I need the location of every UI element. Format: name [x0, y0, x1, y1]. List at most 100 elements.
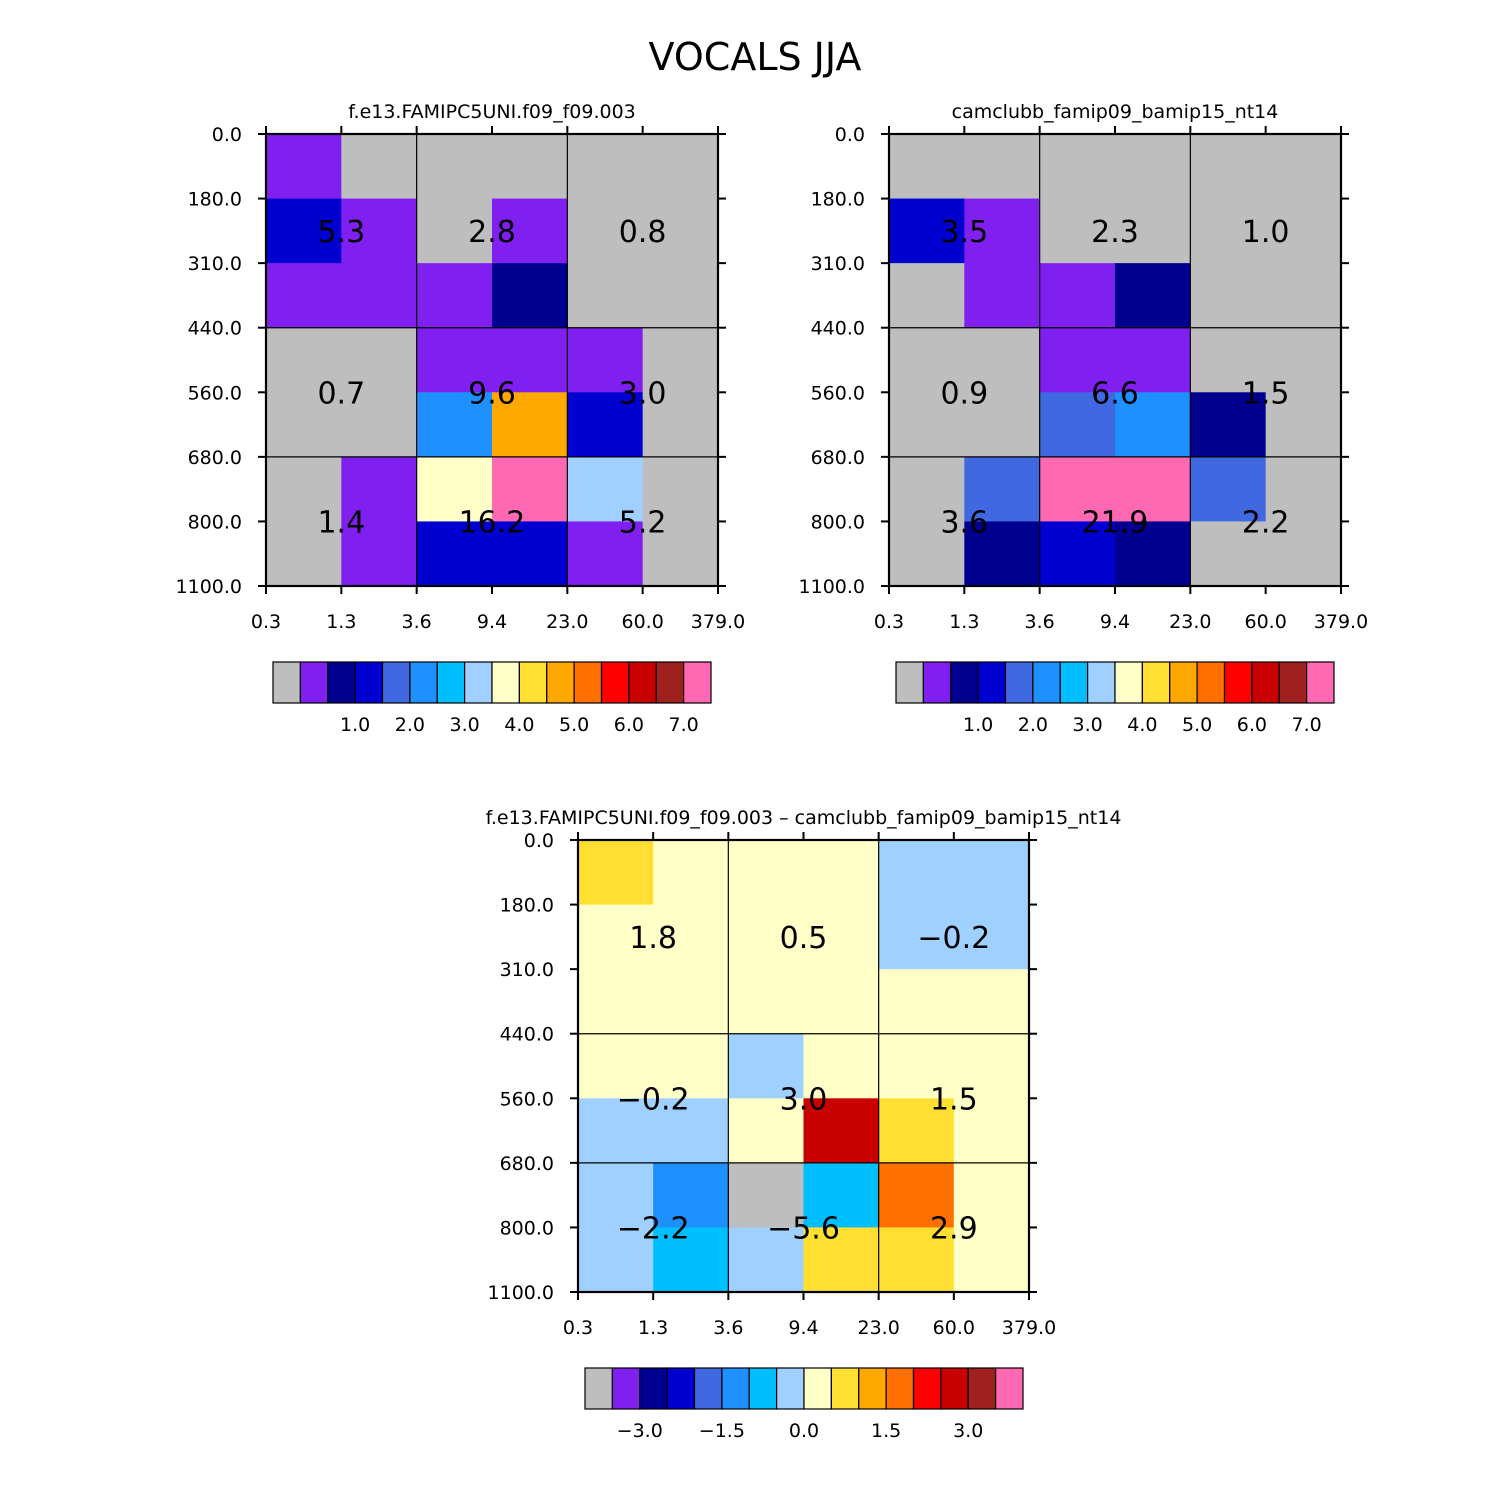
- colorbar-swatch: [628, 661, 657, 704]
- heatmap-cell: [889, 392, 965, 458]
- group-total-label: 1.0: [1242, 215, 1290, 250]
- y-tick-label: 440.0: [500, 1024, 554, 1046]
- colorbar-label: 2.0: [395, 714, 425, 736]
- heatmap-cell: [653, 904, 729, 970]
- x-tick-label: 379.0: [1314, 611, 1368, 633]
- y-tick-label: 800.0: [811, 511, 865, 533]
- heatmap-cell: [567, 521, 644, 587]
- heatmap-cell: [492, 392, 568, 458]
- colorbar-swatch: [776, 1367, 805, 1410]
- heatmap-cell: [1190, 134, 1267, 200]
- group-total-label: 0.5: [780, 921, 828, 956]
- heatmap-cell: [578, 1033, 654, 1099]
- heatmap-cell: [642, 263, 719, 329]
- group-total-label: 2.9: [930, 1211, 978, 1246]
- colorbar-swatch: [721, 1367, 750, 1410]
- x-tick-label: 23.0: [858, 1317, 900, 1339]
- heatmap-cell: [964, 263, 1041, 329]
- y-tick-label: 0.0: [835, 124, 865, 146]
- heatmap-cell: [266, 327, 342, 393]
- group-total-label: 2.2: [1242, 505, 1290, 540]
- heatmap-cell: [964, 327, 1041, 393]
- colorbar-swatch: [1004, 661, 1034, 704]
- group-total-label: 3.6: [940, 505, 988, 540]
- heatmap-cell: [578, 1162, 654, 1229]
- heatmap-cell: [653, 1162, 729, 1229]
- colorbar-swatch: [655, 661, 685, 704]
- heatmap-cell: [567, 327, 644, 393]
- colorbar-swatch: [491, 661, 520, 704]
- colorbar-swatch: [1251, 661, 1280, 704]
- y-tick-label: 800.0: [500, 1217, 554, 1239]
- heatmap-cell: [803, 969, 880, 1035]
- heatmap-cell: [416, 521, 493, 587]
- heatmap-cell: [803, 1162, 880, 1229]
- y-tick-label: 1100.0: [799, 576, 865, 598]
- heatmap-cell: [567, 198, 644, 264]
- colorbar-swatch: [1087, 661, 1116, 704]
- heatmap-cell: [642, 521, 719, 587]
- y-tick-label: 0.0: [524, 830, 554, 852]
- x-tick-label: 1.3: [949, 611, 979, 633]
- heatmap-cell: [567, 134, 644, 200]
- heatmap-cell: [1190, 392, 1267, 458]
- x-tick-label: 0.3: [251, 611, 281, 633]
- panel-title: f.e13.FAMIPC5UNI.f09_f09.003: [348, 101, 636, 123]
- colorbar-swatch: [600, 661, 630, 704]
- heatmap-cell: [341, 392, 418, 458]
- heatmap-cell: [1190, 327, 1267, 393]
- colorbar-swatch: [1278, 661, 1308, 704]
- heatmap-cell: [1039, 198, 1116, 264]
- heatmap-cell: [1190, 263, 1267, 329]
- heatmap-cell: [653, 1098, 729, 1164]
- group-total-label: −2.2: [617, 1211, 690, 1246]
- colorbar-swatch: [436, 661, 466, 704]
- x-tick-label: 0.3: [874, 611, 904, 633]
- heatmap-cell: [567, 456, 644, 523]
- heatmap-cell: [964, 134, 1041, 200]
- group-total-label: 5.3: [317, 215, 365, 250]
- colorbar-label: 2.0: [1018, 714, 1048, 736]
- heatmap-cell: [878, 904, 955, 970]
- colorbar-swatch: [995, 1367, 1024, 1410]
- heatmap-cell: [341, 327, 418, 393]
- colorbar-label: 6.0: [1237, 714, 1267, 736]
- heatmap-cell: [266, 456, 342, 523]
- x-tick-label: 3.6: [402, 611, 432, 633]
- heatmap-cell: [728, 1033, 805, 1099]
- heatmap-cell: [1265, 263, 1342, 329]
- heatmap-cell: [1265, 521, 1342, 587]
- colorbar-swatch: [573, 661, 603, 704]
- x-tick-label: 23.0: [546, 611, 588, 633]
- heatmap-cell: [416, 134, 493, 200]
- y-tick-label: 680.0: [188, 447, 242, 469]
- heatmap-cell: [803, 904, 880, 970]
- group-total-label: 21.9: [1082, 505, 1149, 540]
- heatmap-cell: [953, 969, 1030, 1035]
- heatmap-cell: [492, 198, 568, 264]
- heatmap-cell: [878, 969, 955, 1035]
- colorbar-swatch: [327, 661, 356, 704]
- colorbar-label: 5.0: [559, 714, 589, 736]
- colorbar-label: 4.0: [1127, 714, 1157, 736]
- colorbar-swatch: [546, 661, 575, 704]
- heatmap-cell: [803, 1227, 880, 1293]
- group-total-label: −0.2: [917, 921, 990, 956]
- panel-difference: f.e13.FAMIPC5UNI.f09_f09.003 – camclubb_…: [486, 807, 1122, 1442]
- heatmap-cell: [889, 456, 965, 523]
- heatmap-cell: [1039, 327, 1116, 393]
- heatmap-cell: [341, 134, 418, 200]
- heatmap-cell: [1265, 327, 1342, 393]
- colorbar-label: 7.0: [1292, 714, 1322, 736]
- x-tick-label: 379.0: [1002, 1317, 1056, 1339]
- x-tick-label: 9.4: [1100, 611, 1130, 633]
- x-tick-label: 3.6: [1025, 611, 1055, 633]
- y-tick-label: 1100.0: [488, 1282, 554, 1304]
- y-tick-label: 180.0: [188, 189, 242, 211]
- y-tick-label: 560.0: [811, 382, 865, 404]
- heatmap-cell: [728, 904, 805, 970]
- y-tick-label: 560.0: [188, 382, 242, 404]
- heatmap-cell: [889, 198, 965, 264]
- group-total-label: 0.8: [619, 215, 667, 250]
